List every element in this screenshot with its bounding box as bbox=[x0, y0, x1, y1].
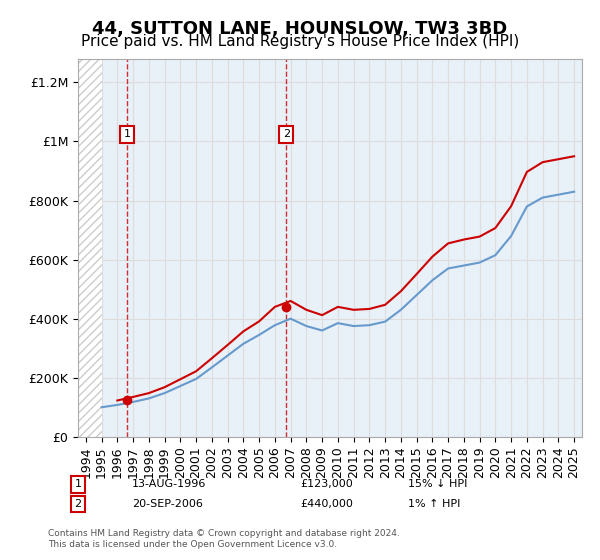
Text: 15% ↓ HPI: 15% ↓ HPI bbox=[408, 479, 467, 489]
Text: Price paid vs. HM Land Registry's House Price Index (HPI): Price paid vs. HM Land Registry's House … bbox=[81, 34, 519, 49]
Text: 1: 1 bbox=[74, 479, 82, 489]
Text: 2: 2 bbox=[74, 499, 82, 509]
Text: 44, SUTTON LANE, HOUNSLOW, TW3 3BD: 44, SUTTON LANE, HOUNSLOW, TW3 3BD bbox=[92, 20, 508, 38]
Text: 1: 1 bbox=[124, 129, 131, 139]
Text: £440,000: £440,000 bbox=[300, 499, 353, 509]
Text: £123,000: £123,000 bbox=[300, 479, 353, 489]
Text: 13-AUG-1996: 13-AUG-1996 bbox=[132, 479, 206, 489]
Text: 2: 2 bbox=[283, 129, 290, 139]
Text: 1% ↑ HPI: 1% ↑ HPI bbox=[408, 499, 460, 509]
Text: 20-SEP-2006: 20-SEP-2006 bbox=[132, 499, 203, 509]
Text: Contains HM Land Registry data © Crown copyright and database right 2024.
This d: Contains HM Land Registry data © Crown c… bbox=[48, 529, 400, 549]
Bar bbox=[78, 59, 101, 437]
